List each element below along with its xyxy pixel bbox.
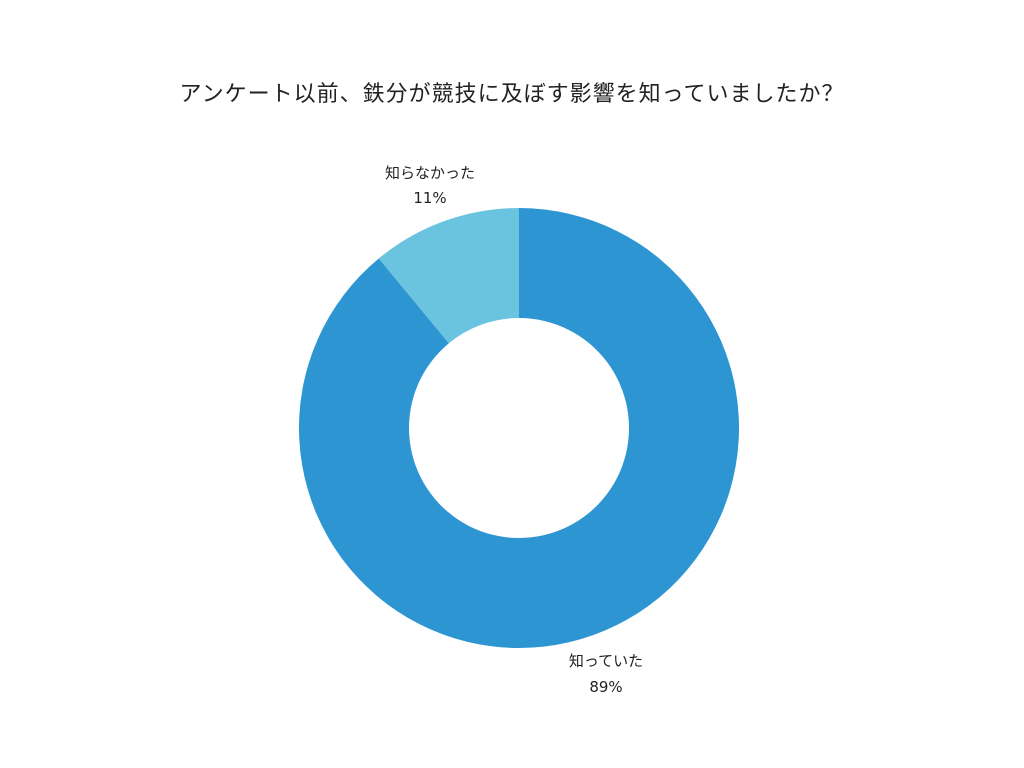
slice-knew — [299, 208, 740, 649]
chart-title: アンケート以前、鉄分が競技に及ぼす影響を知っていましたか？ — [179, 82, 845, 107]
slice-value-label: 89% — [589, 678, 622, 696]
slice-value-label: 11% — [413, 189, 446, 207]
labels-group: 知っていた 89% 知らなかった 11% — [385, 164, 643, 696]
slices-group — [299, 208, 740, 649]
slice-did-not-know — [378, 208, 519, 344]
slice-label: 知っていた — [569, 652, 643, 670]
slice-label: 知らなかった — [385, 164, 475, 182]
